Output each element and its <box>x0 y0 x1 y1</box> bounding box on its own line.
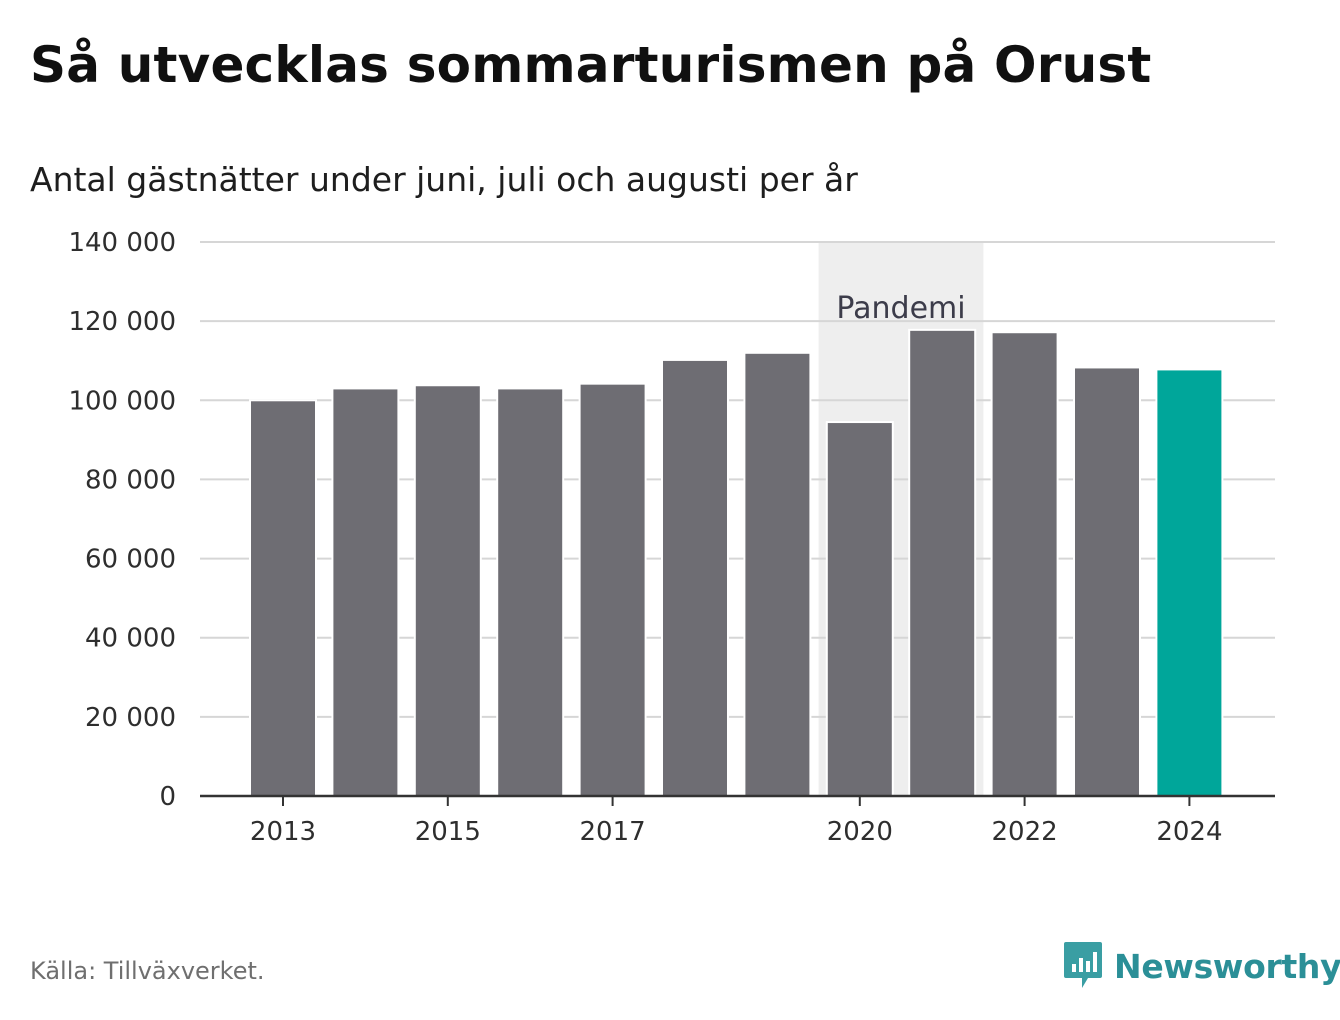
bar-2023 <box>1073 366 1141 797</box>
bar-2020 <box>825 421 894 797</box>
x-tick-label: 2017 <box>580 817 646 847</box>
bar-2016 <box>496 387 565 797</box>
bar-2022 <box>990 331 1059 797</box>
y-tick-label: 0 <box>159 782 176 812</box>
x-tick-label: 2022 <box>992 817 1058 847</box>
tick-labels: 0 20 000 40 000 60 000 80 000 100 000 120 000 1… <box>68 228 1222 847</box>
brand: Newsworthy <box>1062 940 1340 992</box>
bar-2021 <box>908 328 977 797</box>
bar-2024 <box>1155 368 1224 797</box>
x-tick-label: 2015 <box>415 817 481 847</box>
y-tick-label: 60 000 <box>85 545 176 575</box>
bar-2018 <box>661 358 729 797</box>
x-tick-label: 2024 <box>1156 817 1222 847</box>
axes <box>200 794 1275 806</box>
x-tick-label: 2013 <box>250 817 316 847</box>
bars <box>249 328 1224 797</box>
y-tick-label: 100 000 <box>68 386 176 416</box>
y-tick-label: 140 000 <box>68 228 176 258</box>
bar-2013 <box>249 399 317 797</box>
newsworthy-logo-icon <box>1064 942 1102 988</box>
y-tick-label: 80 000 <box>85 465 176 495</box>
chart-subtitle: Antal gästnätter under juni, juli och au… <box>30 160 858 199</box>
y-tick-label: 120 000 <box>68 307 176 337</box>
chart-title: Så utvecklas sommarturismen på Orust <box>30 36 1152 94</box>
bar-2014 <box>331 387 400 797</box>
brand-name: Newsworthy <box>1114 946 1340 986</box>
source-note: Källa: Tillväxverket. <box>30 957 265 985</box>
bar-2017 <box>578 382 647 797</box>
bar-2015 <box>413 384 482 797</box>
x-tick-label: 2020 <box>827 817 893 847</box>
y-tick-label: 20 000 <box>85 703 176 733</box>
bar-2019 <box>743 351 812 797</box>
y-tick-label: 40 000 <box>85 624 176 654</box>
